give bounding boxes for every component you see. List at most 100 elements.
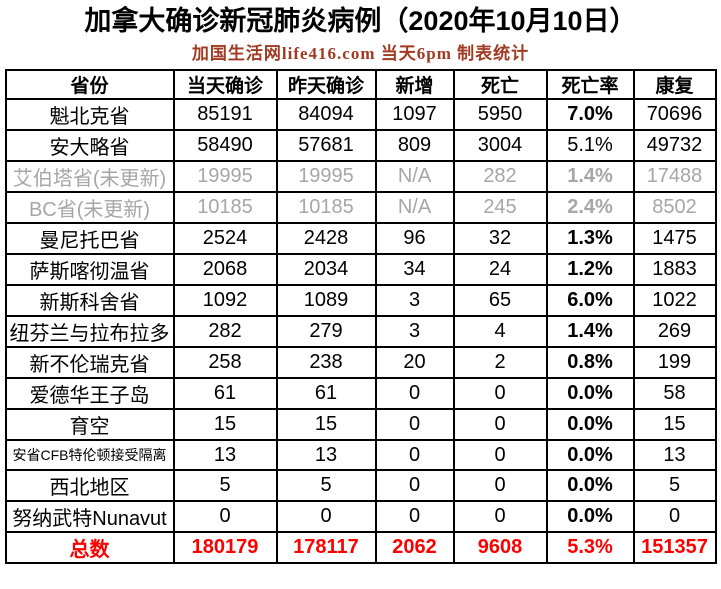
table-row: 爱德华王子岛 61 61 0 0 0.0% 58 <box>4 377 717 410</box>
deaths-cell: 65 <box>452 284 548 317</box>
today-cell: 58490 <box>172 129 278 162</box>
rate-cell: 0.8% <box>545 346 635 379</box>
table-row: BC省(未更新) 10185 10185 N/A 245 2.4% 8502 <box>4 191 717 224</box>
province-cell: 育空 <box>4 408 175 441</box>
today-cell: 61 <box>172 377 278 410</box>
recovered-cell: 0 <box>632 500 717 533</box>
table-row: 艾伯塔省(未更新) 19995 19995 N/A 282 1.4% 17488 <box>4 160 717 193</box>
header-recovered: 康复 <box>632 69 717 100</box>
added-cell: 809 <box>374 129 455 162</box>
province-cell: 曼尼托巴省 <box>4 222 175 255</box>
today-cell: 2068 <box>172 253 278 286</box>
recovered-cell: 1883 <box>632 253 717 286</box>
header-today: 当天确诊 <box>172 69 278 100</box>
table-row: 曼尼托巴省 2524 2428 96 32 1.3% 1475 <box>4 222 717 255</box>
table-row: 纽芬兰与拉布拉多 282 279 3 4 1.4% 269 <box>4 315 717 348</box>
covid-table: 省份 当天确诊 昨天确诊 新增 死亡 死亡率 康复 魁北克省 85191 84094… <box>4 69 717 564</box>
table-row: 努纳武特Nunavut 0 0 0 0 0.0% 0 <box>4 500 717 533</box>
added-cell: 34 <box>374 253 455 286</box>
yesterday-cell: 61 <box>275 377 377 410</box>
rate-cell: 0.0% <box>545 439 635 471</box>
recovered-cell: 17488 <box>632 160 717 193</box>
table-row: 新斯科舍省 1092 1089 3 65 6.0% 1022 <box>4 284 717 317</box>
rate-cell: 5.1% <box>545 129 635 162</box>
added-cell: N/A <box>374 160 455 193</box>
yesterday-cell: 1089 <box>275 284 377 317</box>
added-cell: 0 <box>374 439 455 471</box>
total-today-cell: 180179 <box>172 531 278 564</box>
today-cell: 15 <box>172 408 278 441</box>
deaths-cell: 0 <box>452 377 548 410</box>
recovered-cell: 70696 <box>632 98 717 131</box>
today-cell: 85191 <box>172 98 278 131</box>
province-cell: 西北地区 <box>4 469 175 502</box>
today-cell: 1092 <box>172 284 278 317</box>
today-cell: 13 <box>172 439 278 471</box>
yesterday-cell: 279 <box>275 315 377 348</box>
recovered-cell: 8502 <box>632 191 717 224</box>
header-added: 新增 <box>374 69 455 100</box>
province-cell: 纽芬兰与拉布拉多 <box>4 315 175 348</box>
deaths-cell: 0 <box>452 500 548 533</box>
added-cell: 20 <box>374 346 455 379</box>
today-cell: 19995 <box>172 160 278 193</box>
header-rate: 死亡率 <box>545 69 635 100</box>
today-cell: 258 <box>172 346 278 379</box>
added-cell: 3 <box>374 315 455 348</box>
table-row: 萨斯喀彻温省 2068 2034 34 24 1.2% 1883 <box>4 253 717 286</box>
rate-cell: 0.0% <box>545 469 635 502</box>
total-yesterday-cell: 178117 <box>275 531 377 564</box>
yesterday-cell: 5 <box>275 469 377 502</box>
total-recovered-cell: 151357 <box>632 531 717 564</box>
deaths-cell: 3004 <box>452 129 548 162</box>
recovered-cell: 58 <box>632 377 717 410</box>
rate-cell: 0.0% <box>545 500 635 533</box>
covid-stats-page: 加拿大确诊新冠肺炎病例（2020年10月10日） 加国生活网life416.co… <box>0 5 721 564</box>
header-province: 省份 <box>4 69 175 100</box>
rate-cell: 2.4% <box>545 191 635 224</box>
total-label-cell: 总数 <box>4 531 175 564</box>
today-cell: 0 <box>172 500 278 533</box>
total-rate-cell: 5.3% <box>545 531 635 564</box>
today-cell: 282 <box>172 315 278 348</box>
province-cell: 爱德华王子岛 <box>4 377 175 410</box>
deaths-cell: 2 <box>452 346 548 379</box>
yesterday-cell: 2034 <box>275 253 377 286</box>
header-yesterday: 昨天确诊 <box>275 69 377 100</box>
table-row: 安省CFB特伦顿接受隔离 13 13 0 0 0.0% 13 <box>4 439 717 471</box>
table-row: 魁北克省 85191 84094 1097 5950 7.0% 70696 <box>4 98 717 131</box>
province-cell: 魁北克省 <box>4 98 175 131</box>
yesterday-cell: 10185 <box>275 191 377 224</box>
rate-cell: 0.0% <box>545 408 635 441</box>
total-deaths-cell: 9608 <box>452 531 548 564</box>
added-cell: N/A <box>374 191 455 224</box>
deaths-cell: 245 <box>452 191 548 224</box>
rate-cell: 1.2% <box>545 253 635 286</box>
table-row: 新不伦瑞克省 258 238 20 2 0.8% 199 <box>4 346 717 379</box>
recovered-cell: 5 <box>632 469 717 502</box>
rate-cell: 1.3% <box>545 222 635 255</box>
header-deaths: 死亡 <box>452 69 548 100</box>
today-cell: 2524 <box>172 222 278 255</box>
deaths-cell: 0 <box>452 439 548 471</box>
deaths-cell: 0 <box>452 469 548 502</box>
rate-cell: 1.4% <box>545 160 635 193</box>
today-cell: 10185 <box>172 191 278 224</box>
province-cell: BC省(未更新) <box>4 191 175 224</box>
province-cell: 萨斯喀彻温省 <box>4 253 175 286</box>
table-row: 安大略省 58490 57681 809 3004 5.1% 49732 <box>4 129 717 162</box>
province-cell: 安省CFB特伦顿接受隔离 <box>4 439 175 471</box>
deaths-cell: 282 <box>452 160 548 193</box>
total-added-cell: 2062 <box>374 531 455 564</box>
yesterday-cell: 57681 <box>275 129 377 162</box>
deaths-cell: 32 <box>452 222 548 255</box>
page-title: 加拿大确诊新冠肺炎病例（2020年10月10日） <box>84 6 637 36</box>
total-row: 总数 180179 178117 2062 9608 5.3% 151357 <box>4 531 717 564</box>
province-cell: 新不伦瑞克省 <box>4 346 175 379</box>
deaths-cell: 4 <box>452 315 548 348</box>
recovered-cell: 1022 <box>632 284 717 317</box>
added-cell: 0 <box>374 500 455 533</box>
rate-cell: 6.0% <box>545 284 635 317</box>
yesterday-cell: 13 <box>275 439 377 471</box>
added-cell: 96 <box>374 222 455 255</box>
